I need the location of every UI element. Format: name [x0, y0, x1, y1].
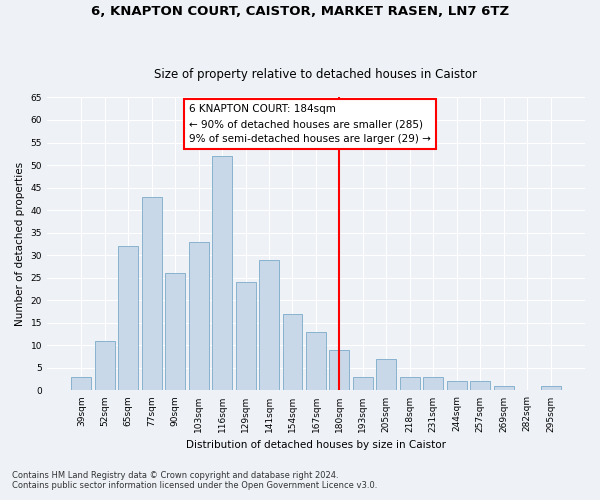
Text: 6 KNAPTON COURT: 184sqm
← 90% of detached houses are smaller (285)
9% of semi-de: 6 KNAPTON COURT: 184sqm ← 90% of detache…: [189, 104, 431, 144]
X-axis label: Distribution of detached houses by size in Caistor: Distribution of detached houses by size …: [186, 440, 446, 450]
Bar: [423, 377, 443, 390]
Bar: [71, 377, 91, 390]
Bar: [188, 242, 209, 390]
Bar: [95, 341, 115, 390]
Bar: [400, 377, 420, 390]
Bar: [306, 332, 326, 390]
Text: 6, KNAPTON COURT, CAISTOR, MARKET RASEN, LN7 6TZ: 6, KNAPTON COURT, CAISTOR, MARKET RASEN,…: [91, 5, 509, 18]
Bar: [376, 359, 397, 390]
Bar: [329, 350, 349, 391]
Bar: [142, 196, 162, 390]
Bar: [212, 156, 232, 390]
Bar: [541, 386, 560, 390]
Bar: [447, 382, 467, 390]
Title: Size of property relative to detached houses in Caistor: Size of property relative to detached ho…: [154, 68, 478, 81]
Bar: [494, 386, 514, 390]
Text: Contains HM Land Registry data © Crown copyright and database right 2024.
Contai: Contains HM Land Registry data © Crown c…: [12, 470, 377, 490]
Bar: [470, 382, 490, 390]
Bar: [236, 282, 256, 391]
Bar: [283, 314, 302, 390]
Bar: [165, 273, 185, 390]
Bar: [259, 260, 279, 390]
Bar: [353, 377, 373, 390]
Bar: [118, 246, 138, 390]
Y-axis label: Number of detached properties: Number of detached properties: [15, 162, 25, 326]
